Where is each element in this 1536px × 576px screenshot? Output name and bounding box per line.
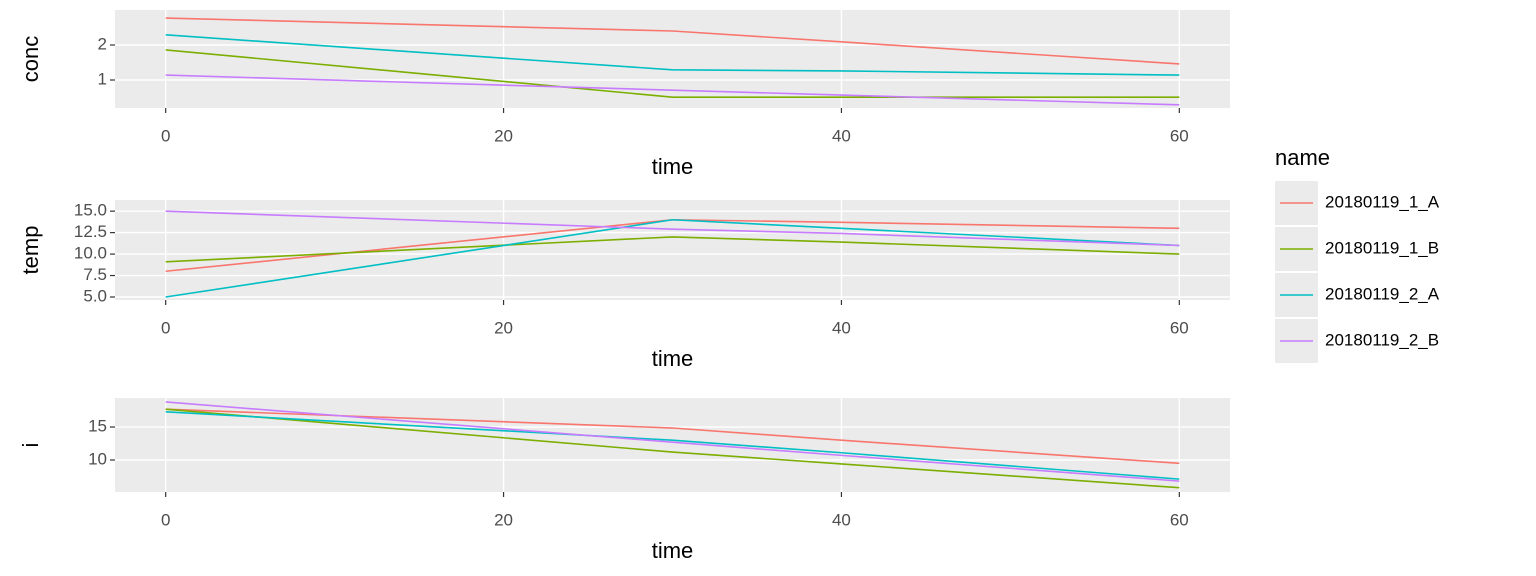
y-axis-title: i (18, 443, 43, 448)
legend-label: 20180119_1_A (1325, 192, 1440, 211)
legend-label: 20180119_2_A (1325, 284, 1440, 303)
x-tick-label: 20 (494, 510, 513, 529)
x-tick-label: 60 (1170, 510, 1189, 529)
series-line (165, 34, 1180, 76)
x-tick-label: 0 (161, 510, 170, 529)
series-line (165, 74, 1180, 106)
x-axis-title: time (652, 538, 694, 563)
series-line (165, 210, 1180, 247)
x-tick-label: 20 (494, 126, 513, 145)
x-tick-label: 40 (832, 126, 851, 145)
y-tick-label: 10.0 (74, 244, 107, 263)
x-tick-label: 0 (161, 318, 170, 337)
series-line (165, 218, 1180, 273)
panel-background (115, 10, 1230, 108)
x-tick-label: 0 (161, 126, 170, 145)
y-tick-label: 15.0 (74, 201, 107, 220)
x-tick-label: 40 (832, 510, 851, 529)
series-line (165, 408, 1180, 489)
legend-title: name (1275, 145, 1330, 170)
x-tick-label: 40 (832, 318, 851, 337)
series-line (165, 411, 1180, 480)
y-tick-label: 7.5 (83, 265, 107, 284)
series-line (165, 401, 1180, 482)
legend-label: 20180119_1_B (1325, 238, 1439, 257)
y-tick-label: 1 (98, 69, 107, 88)
x-axis-title: time (652, 346, 694, 371)
series-line (165, 408, 1180, 465)
series-line (165, 218, 1180, 298)
legend-label: 20180119_2_B (1325, 330, 1439, 349)
y-axis-title: temp (18, 226, 43, 275)
y-tick-label: 2 (98, 34, 107, 53)
panel-background (115, 398, 1230, 492)
series-line (165, 17, 1180, 65)
y-tick-label: 10 (88, 449, 107, 468)
series-line (165, 49, 1180, 98)
x-tick-label: 60 (1170, 126, 1189, 145)
x-tick-label: 20 (494, 318, 513, 337)
series-line (165, 236, 1180, 263)
x-axis-title: time (652, 154, 694, 179)
y-tick-label: 5.0 (83, 286, 107, 305)
y-tick-label: 15 (88, 417, 107, 436)
x-tick-label: 60 (1170, 318, 1189, 337)
y-tick-label: 12.5 (74, 222, 107, 241)
y-axis-title: conc (18, 36, 43, 82)
